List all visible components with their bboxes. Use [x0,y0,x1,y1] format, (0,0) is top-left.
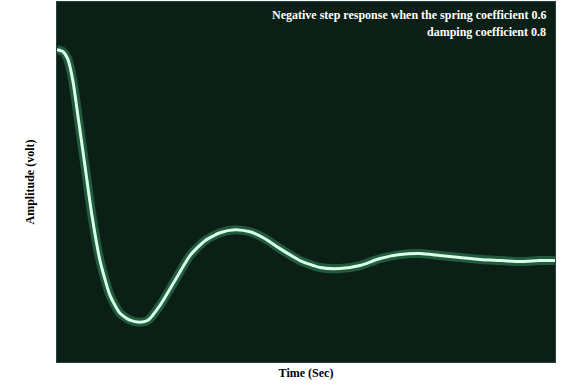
svg-text:Negative step response when th: Negative step response when the spring c… [272,8,546,22]
svg-text:Amplitude (volt): Amplitude (volt) [23,140,37,225]
svg-text:damping coefficient 0.8: damping coefficient 0.8 [427,25,546,39]
svg-text:Time (Sec): Time (Sec) [279,366,334,380]
